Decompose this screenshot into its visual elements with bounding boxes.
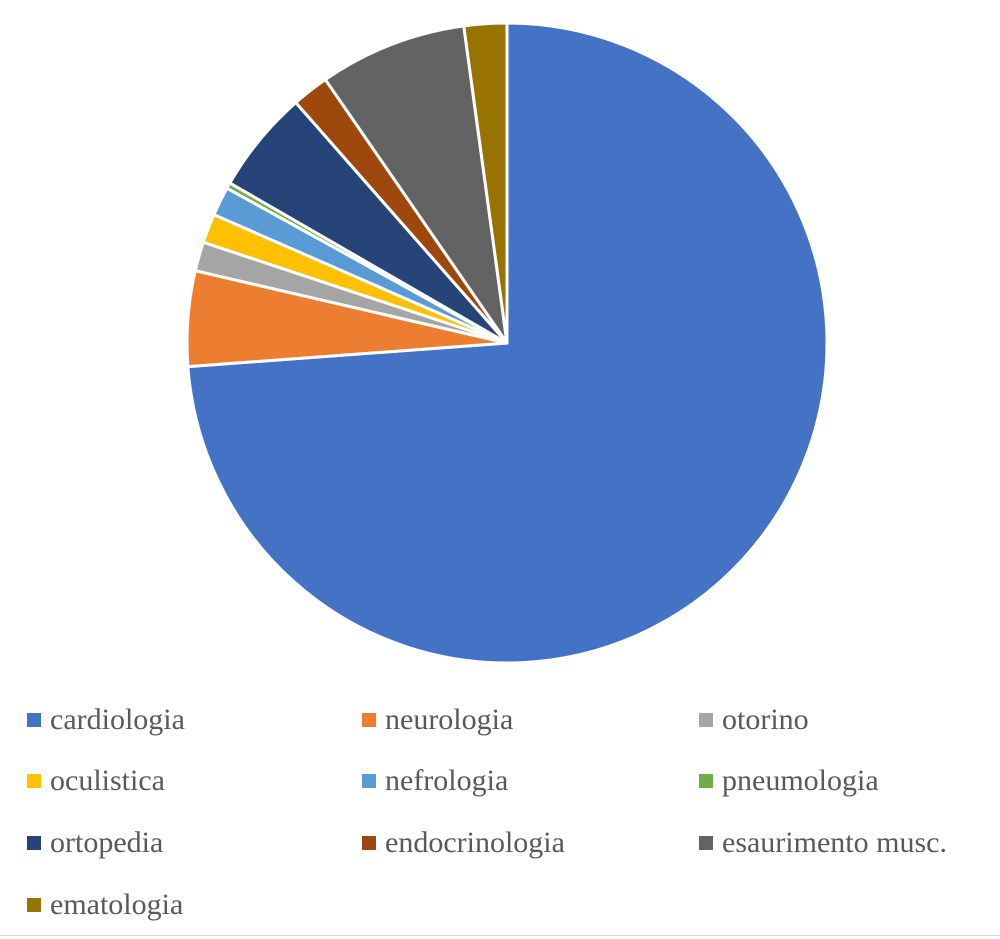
- legend-item-ematologia: ematologia: [27, 885, 183, 925]
- legend-swatch-otorino: [699, 713, 713, 727]
- legend: cardiologia neurologia otorino oculistic…: [0, 690, 1000, 930]
- legend-label-nefrologia: nefrologia: [385, 764, 509, 797]
- legend-item-ortopedia: ortopedia: [27, 823, 163, 863]
- legend-swatch-ematologia: [27, 898, 41, 912]
- legend-item-neurologia: neurologia: [362, 700, 513, 740]
- legend-label-endocrinologia: endocrinologia: [385, 826, 565, 859]
- legend-item-otorino: otorino: [699, 700, 809, 740]
- legend-label-esaurimento-musc: esaurimento musc.: [722, 826, 947, 859]
- legend-swatch-nefrologia: [362, 774, 376, 788]
- legend-label-ortopedia: ortopedia: [50, 826, 164, 859]
- legend-swatch-esaurimento-musc: [699, 836, 713, 850]
- legend-item-oculistica: oculistica: [27, 761, 165, 801]
- legend-swatch-neurologia: [362, 713, 376, 727]
- legend-swatch-oculistica: [27, 774, 41, 788]
- legend-item-pneumologia: pneumologia: [699, 761, 879, 801]
- pie-plot-area: [185, 21, 829, 665]
- legend-swatch-endocrinologia: [362, 836, 376, 850]
- legend-label-cardiologia: cardiologia: [50, 703, 185, 736]
- legend-swatch-ortopedia: [27, 836, 41, 850]
- legend-label-pneumologia: pneumologia: [722, 764, 879, 797]
- pie-slice-ematologia: [462, 21, 509, 345]
- pie-slice-esaurimento-musc: [323, 24, 509, 345]
- legend-label-ematologia: ematologia: [50, 888, 184, 921]
- legend-label-oculistica: oculistica: [50, 764, 165, 797]
- legend-swatch-cardiologia: [27, 713, 41, 727]
- legend-item-endocrinologia: endocrinologia: [362, 823, 565, 863]
- legend-item-esaurimento-musc: esaurimento musc.: [699, 823, 947, 863]
- chart-bottom-border: [0, 935, 1000, 936]
- legend-label-neurologia: neurologia: [385, 703, 514, 736]
- legend-item-nefrologia: nefrologia: [362, 761, 508, 801]
- legend-item-cardiologia: cardiologia: [27, 700, 185, 740]
- legend-label-otorino: otorino: [722, 703, 809, 736]
- legend-swatch-pneumologia: [699, 774, 713, 788]
